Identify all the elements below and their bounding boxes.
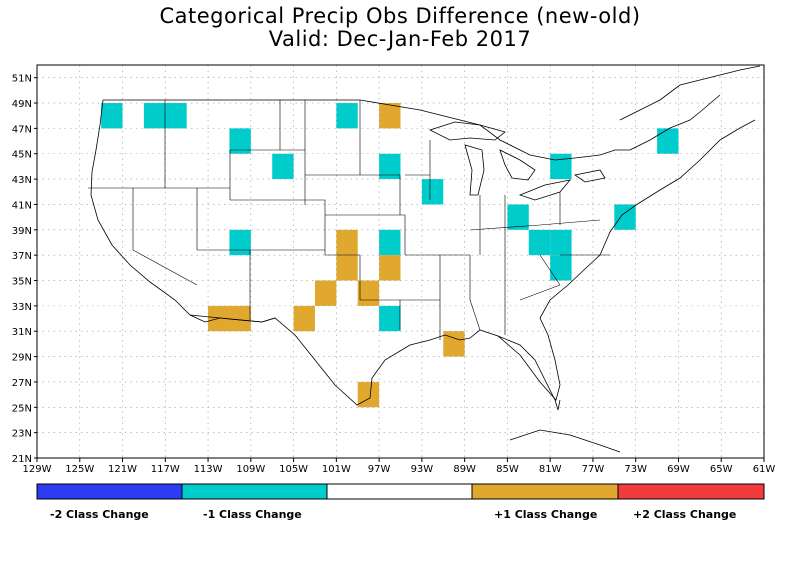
lon-tick-label: 65W	[710, 464, 733, 475]
map-title-line1: Categorical Precip Obs Difference (new-o…	[159, 4, 641, 28]
lon-tick-label: 125W	[65, 464, 94, 475]
axis-labels: 129W 125W 121W 117W 113W 109W 105W 101W 97W 93W 89…	[12, 74, 776, 475]
heatmap-cell	[336, 255, 358, 281]
map-frame	[36, 64, 765, 459]
legend-label-plus1: +1 Class Change	[494, 508, 598, 521]
lat-tick-label: 51N	[12, 74, 32, 85]
lat-tick-label: 37N	[12, 251, 32, 262]
east-canada-coast	[619, 65, 761, 121]
lon-tick-label: 61W	[753, 464, 776, 475]
legend-label-minus2: -2 Class Change	[50, 508, 149, 521]
lon-tick-label: 97W	[368, 464, 391, 475]
lat-tick-label: 31N	[12, 327, 32, 338]
legend-label-minus1: -1 Class Change	[203, 508, 302, 521]
lon-tick-label: 93W	[411, 464, 434, 475]
lake-huron	[499, 149, 536, 181]
lon-tick-label: 89W	[453, 464, 476, 475]
legend-swatch-minus2	[36, 483, 183, 500]
lon-tick-label: 73W	[624, 464, 647, 475]
lat-tick-label: 43N	[12, 175, 32, 186]
heatmap-cell	[314, 280, 337, 306]
lat-tick-label: 41N	[12, 200, 32, 211]
lon-tick-label: 121W	[108, 464, 137, 475]
mexico-border	[189, 314, 276, 323]
legend-colorbar	[36, 483, 765, 500]
legend-label-plus2: +2 Class Change	[633, 508, 737, 521]
heatmap-cell	[336, 229, 358, 256]
lon-tick-label: 77W	[582, 464, 605, 475]
lat-tick-label: 39N	[12, 226, 32, 237]
lon-tick-label: 129W	[23, 464, 52, 475]
heatmap-cell	[293, 305, 315, 332]
lat-tick-label: 27N	[12, 378, 32, 389]
heatmap-cell	[507, 204, 529, 230]
lon-tick-label: 69W	[667, 464, 690, 475]
lat-tick-label: 47N	[12, 124, 32, 135]
heatmap-cells	[101, 103, 679, 408]
heatmap-cell	[528, 229, 551, 256]
lat-tick-label: 49N	[12, 99, 32, 110]
lon-tick-label: 81W	[539, 464, 562, 475]
lat-tick-label: 25N	[12, 403, 32, 414]
legend-swatch-minus1	[181, 483, 328, 500]
lat-tick-label: 23N	[12, 429, 32, 440]
heatmap-cell	[614, 204, 636, 230]
state-lines	[88, 100, 610, 340]
heatmap-cell	[165, 103, 187, 129]
heatmap-cell	[101, 103, 123, 129]
heatmap-cell	[550, 153, 572, 180]
heatmap-cell	[357, 381, 380, 408]
lat-tick-label: 21N	[12, 454, 32, 465]
heatmap-cell	[379, 103, 401, 129]
heatmap-cell	[379, 229, 401, 256]
heatmap-cell	[229, 128, 251, 154]
heatmap-cell	[336, 103, 358, 129]
heatmap-cell	[229, 305, 251, 332]
lon-tick-label: 117W	[151, 464, 180, 475]
lake-superior	[428, 121, 506, 141]
heatmap-cell	[357, 280, 380, 306]
florida	[497, 335, 561, 411]
heatmap-cell	[229, 229, 251, 256]
lat-tick-label: 33N	[12, 302, 32, 313]
heatmap-cell	[443, 331, 465, 357]
map-title-line2: Valid: Dec-Jan-Feb 2017	[268, 27, 532, 51]
heatmap-cell	[657, 128, 679, 154]
heatmap-cell	[272, 153, 294, 180]
canada-border	[103, 94, 721, 161]
legend-swatch-plus1	[471, 483, 619, 500]
lake-ontario	[574, 169, 606, 183]
cuba-coast	[509, 429, 621, 453]
heatmap-cell	[379, 153, 401, 180]
lat-tick-label: 45N	[12, 150, 32, 161]
geographic-boundaries	[88, 65, 761, 453]
lon-tick-label: 101W	[322, 464, 351, 475]
lake-michigan	[464, 144, 485, 196]
lake-erie	[518, 179, 572, 201]
lon-tick-label: 109W	[236, 464, 265, 475]
heatmap-cell	[550, 255, 572, 281]
lon-tick-label: 113W	[194, 464, 223, 475]
heatmap-cell	[143, 103, 166, 129]
lon-tick-label: 105W	[279, 464, 308, 475]
lon-tick-label: 85W	[496, 464, 519, 475]
heatmap-cell	[550, 229, 572, 256]
us-west-coast	[90, 99, 756, 406]
heatmap-cell	[379, 305, 401, 332]
heatmap-cell	[421, 179, 444, 205]
lat-tick-label: 29N	[12, 353, 32, 364]
legend-swatch-plus2	[617, 483, 765, 500]
lat-tick-label: 35N	[12, 277, 32, 288]
legend-swatch-zero	[326, 483, 473, 500]
heatmap-cell	[379, 255, 401, 281]
